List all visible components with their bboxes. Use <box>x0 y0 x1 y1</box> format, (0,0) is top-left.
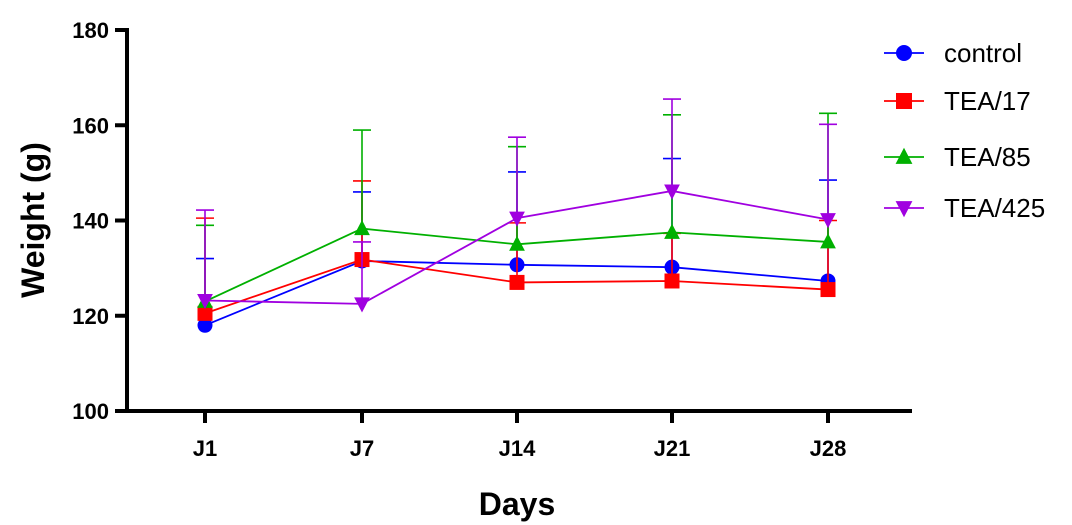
y-axis-title: Weight (g) <box>15 142 51 298</box>
x-tick-label: J21 <box>654 436 691 461</box>
legend-marker <box>895 201 913 218</box>
legend-item: TEA/425 <box>884 193 1045 223</box>
y-tick-label: 160 <box>72 113 109 138</box>
legend-item: TEA/17 <box>884 86 1031 116</box>
data-point <box>820 233 836 249</box>
legend-label: control <box>944 38 1022 68</box>
data-point <box>820 282 836 298</box>
data-point <box>509 211 525 227</box>
y-tick-label: 180 <box>72 18 109 43</box>
y-tick-label: 120 <box>72 304 109 329</box>
data-point <box>197 294 213 310</box>
x-tick-label: J28 <box>810 436 847 461</box>
data-point <box>664 273 680 289</box>
data-point <box>197 317 213 333</box>
legend-item: TEA/85 <box>884 142 1031 172</box>
x-tick-label: J1 <box>193 436 217 461</box>
legend-label: TEA/85 <box>944 142 1031 172</box>
legend-label: TEA/17 <box>944 86 1031 116</box>
data-point <box>197 305 213 321</box>
data-point <box>354 219 370 236</box>
data-point <box>664 184 680 200</box>
y-tick-label: 100 <box>72 399 109 424</box>
series-tea-425 <box>196 98 837 313</box>
data-point <box>509 274 525 290</box>
legend-marker <box>896 45 912 61</box>
data-point <box>664 223 680 239</box>
legend-item: control <box>884 38 1022 68</box>
data-point <box>354 297 370 313</box>
x-tick-label: J14 <box>499 436 536 461</box>
y-tick-label: 140 <box>72 209 109 234</box>
data-point <box>820 213 836 229</box>
x-axis-title: Days <box>479 486 556 522</box>
legend-marker <box>895 147 913 164</box>
data-point <box>509 235 525 251</box>
legend-marker <box>896 93 912 109</box>
legend-label: TEA/425 <box>944 193 1045 223</box>
x-tick-label: J7 <box>350 436 374 461</box>
